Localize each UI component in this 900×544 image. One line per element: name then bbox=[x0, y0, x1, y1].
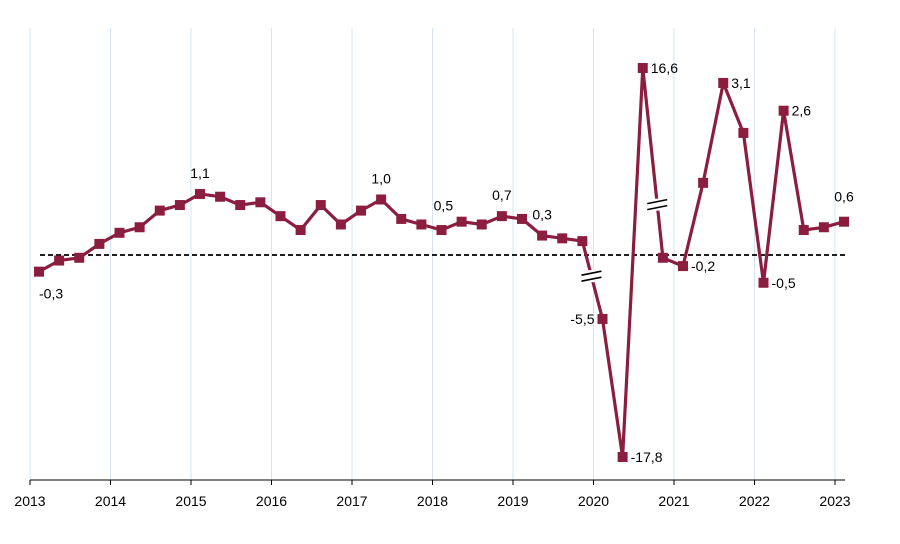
data-label-2018Q4: 0,7 bbox=[492, 187, 512, 203]
marker-2016Q2 bbox=[295, 225, 306, 236]
marker-2023Q1 bbox=[839, 216, 849, 227]
data-label-2020Q2: -17,8 bbox=[631, 449, 663, 465]
marker-2017Q4 bbox=[416, 219, 427, 230]
marker-2018Q3 bbox=[476, 219, 487, 230]
tick-label-2019: 2019 bbox=[497, 493, 528, 509]
marker-2022Q1 bbox=[758, 277, 769, 288]
marker-2019Q4 bbox=[577, 236, 588, 247]
marker-2020Q2 bbox=[617, 452, 628, 462]
marker-2017Q2 bbox=[376, 194, 387, 205]
marker-2015Q3 bbox=[235, 200, 246, 211]
data-point-markers bbox=[34, 63, 849, 462]
marker-2021Q1 bbox=[678, 261, 688, 272]
tick-label-2021: 2021 bbox=[658, 493, 689, 509]
tick-label-2022: 2022 bbox=[739, 493, 770, 509]
marker-2017Q3 bbox=[396, 213, 407, 224]
vertical-gridlines bbox=[29, 28, 836, 480]
marker-2017Q1 bbox=[356, 205, 366, 216]
marker-2013Q4 bbox=[94, 238, 105, 249]
data-label-2017Q2: 1,0 bbox=[371, 171, 391, 187]
tick-label-2013: 2013 bbox=[14, 493, 45, 509]
marker-2019Q2 bbox=[537, 230, 548, 241]
axis-break-2020q1 bbox=[581, 270, 602, 283]
data-label-2013Q1: -0,3 bbox=[39, 286, 63, 302]
marker-2021Q2 bbox=[698, 177, 709, 188]
tick-label-2023: 2023 bbox=[819, 493, 850, 509]
marker-2018Q4 bbox=[496, 211, 507, 222]
data-label-2015Q1: 1,1 bbox=[190, 165, 210, 181]
marker-2021Q3 bbox=[718, 77, 729, 88]
tick-label-2015: 2015 bbox=[175, 493, 206, 509]
marker-2019Q1 bbox=[517, 213, 527, 224]
marker-2022Q2 bbox=[778, 105, 789, 116]
marker-2016Q1 bbox=[275, 211, 286, 222]
data-label-2021Q3: 3,1 bbox=[731, 75, 751, 91]
marker-2015Q2 bbox=[215, 191, 226, 202]
x-axis-ticks bbox=[29, 480, 836, 485]
tick-label-2016: 2016 bbox=[256, 493, 287, 509]
data-label-2019Q2: 0,3 bbox=[532, 207, 552, 223]
marker-2014Q4 bbox=[174, 200, 185, 211]
marker-2014Q3 bbox=[154, 205, 165, 216]
data-label-2020Q1: -5,5 bbox=[570, 311, 594, 327]
marker-2022Q3 bbox=[798, 225, 809, 236]
marker-2018Q1 bbox=[436, 225, 447, 236]
data-label-2022Q2: 2,6 bbox=[792, 103, 812, 119]
series-line bbox=[38, 66, 845, 459]
marker-2016Q3 bbox=[315, 200, 326, 211]
marker-2013Q3 bbox=[74, 252, 85, 263]
marker-2020Q1 bbox=[597, 314, 608, 324]
marker-2013Q2 bbox=[54, 255, 65, 266]
marker-2014Q2 bbox=[134, 222, 145, 233]
marker-2013Q1 bbox=[34, 266, 44, 277]
marker-2020Q4 bbox=[657, 252, 668, 263]
data-label-2017Q4: 0,5 bbox=[434, 197, 454, 213]
marker-2015Q4 bbox=[255, 197, 266, 208]
marker-2016Q4 bbox=[335, 219, 346, 230]
tick-label-2020: 2020 bbox=[578, 493, 609, 509]
marker-2022Q4 bbox=[818, 222, 829, 233]
axis-break-marks bbox=[581, 198, 668, 283]
tick-label-2017: 2017 bbox=[336, 493, 367, 509]
marker-2021Q4 bbox=[738, 127, 749, 138]
marker-2014Q1 bbox=[114, 227, 125, 238]
marker-2018Q2 bbox=[456, 216, 467, 227]
marker-2019Q3 bbox=[557, 233, 568, 244]
marker-2015Q1 bbox=[195, 188, 205, 199]
data-label-2022Q1: -0,5 bbox=[772, 275, 796, 291]
data-label-2021Q1: -0,2 bbox=[691, 258, 715, 274]
axis-break-2020q4 bbox=[647, 198, 668, 211]
marker-2020Q3 bbox=[637, 63, 648, 73]
x-axis-tick-labels: 2013 2014 2015 2016 2017 2018 2019 2020 2021 2022… bbox=[14, 493, 850, 509]
tick-label-2018: 2018 bbox=[417, 493, 448, 509]
data-labels: -0,3 1,1 1,0 0,5 0,7 0,3 -5,5 -17,8 16,6 -0,2 3,1 -… bbox=[39, 60, 854, 465]
data-label-2020Q3: 16,6 bbox=[651, 60, 678, 76]
data-label-2023Q1: 0,6 bbox=[834, 189, 854, 205]
tick-label-2014: 2014 bbox=[95, 493, 126, 509]
